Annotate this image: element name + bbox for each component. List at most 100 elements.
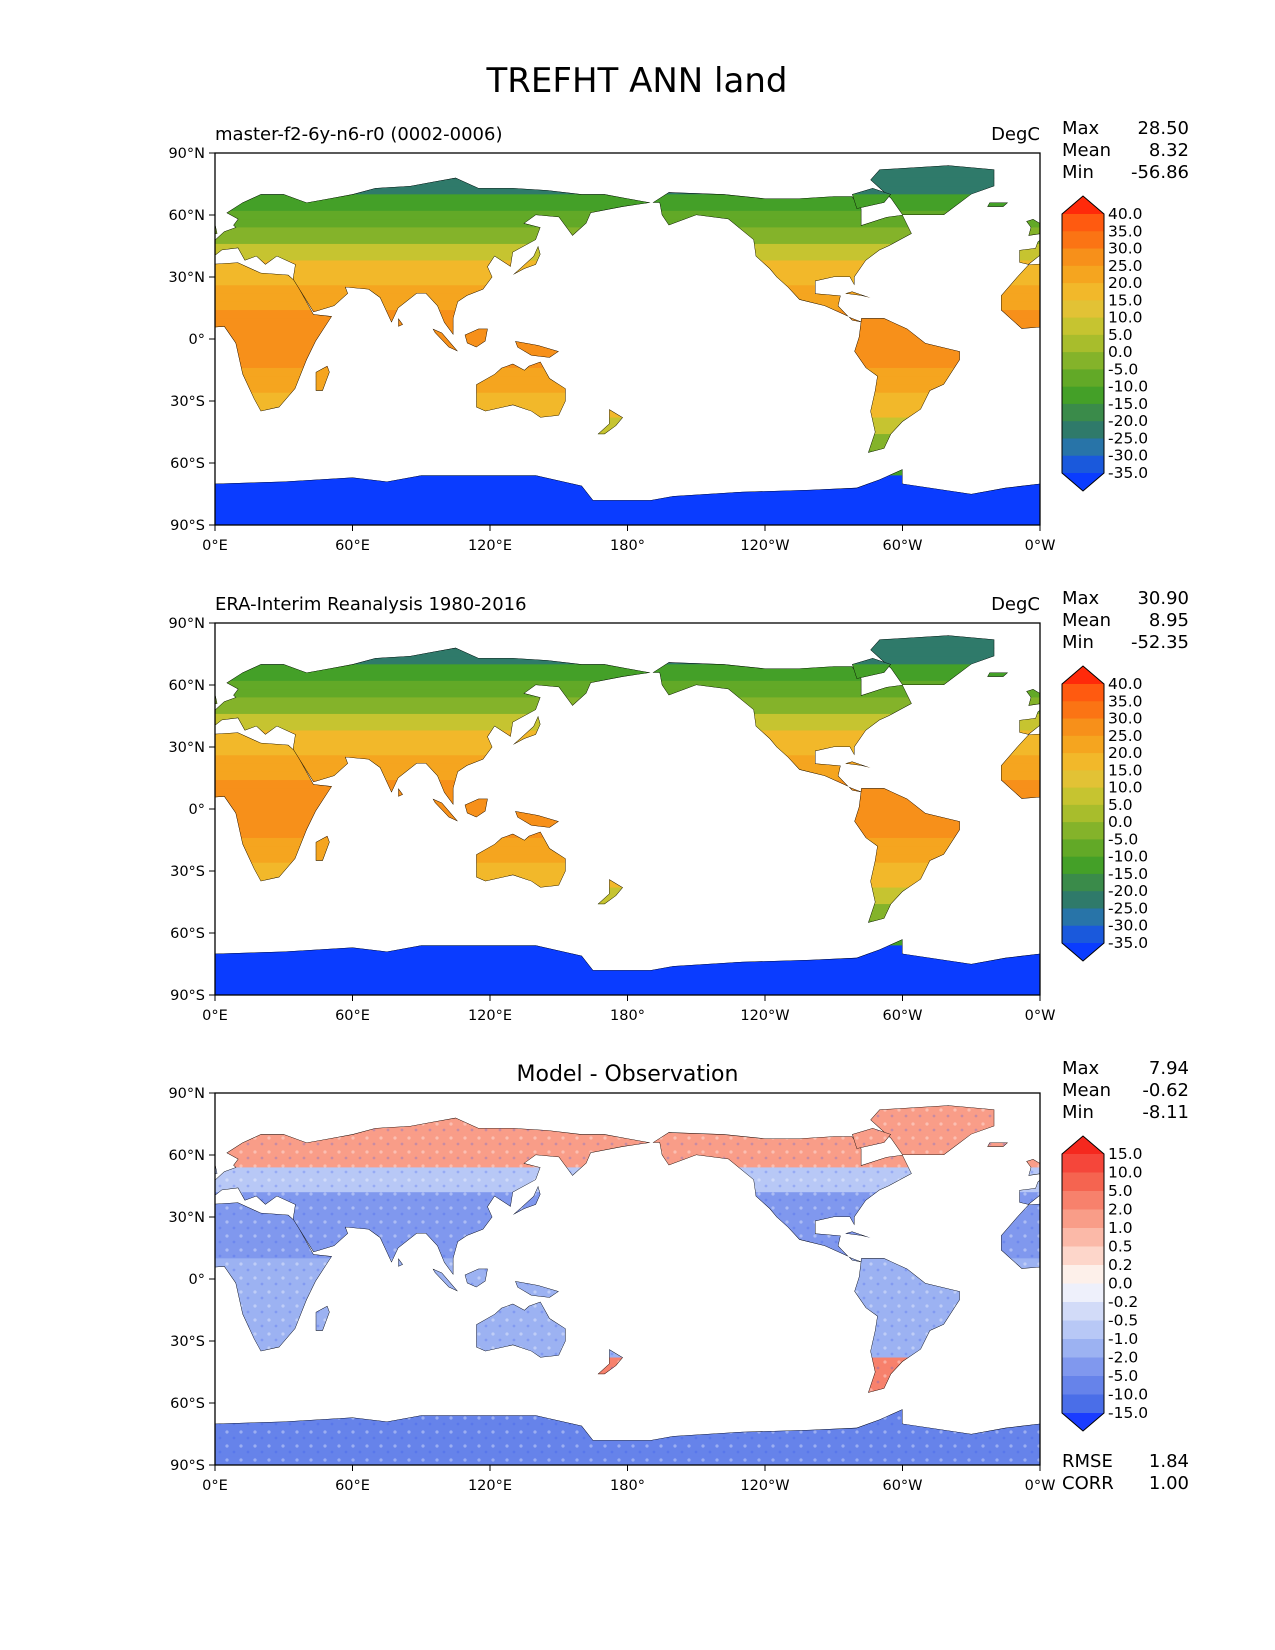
coastline xyxy=(1019,1117,1040,1275)
colorbar-bin xyxy=(1062,1339,1104,1358)
land-britain xyxy=(1026,1159,1040,1176)
coastline xyxy=(464,1268,488,1288)
coastline xyxy=(464,328,488,348)
colorbar-bin xyxy=(1062,908,1104,927)
colorbar-bin xyxy=(1062,455,1104,474)
y-tick-label: 90°S xyxy=(170,988,205,1004)
stat-value-rmse: 1.84 xyxy=(1149,1451,1189,1472)
coastline xyxy=(987,1142,1008,1147)
stat-value-min: -56.86 xyxy=(1131,162,1189,183)
x-tick-label: 0°E xyxy=(202,538,228,554)
stat-label-mean: Mean xyxy=(1062,610,1111,631)
colorbar-tick-label: 0.2 xyxy=(1108,1256,1133,1274)
x-tick-label: 120°E xyxy=(468,1478,512,1494)
stat-label-max: Max xyxy=(1062,118,1100,139)
colorbar-outline xyxy=(1061,665,1105,962)
colorbar-bin xyxy=(1062,1228,1104,1247)
coastline xyxy=(1026,689,1040,706)
colorbar-bin xyxy=(1062,822,1104,840)
coastline xyxy=(215,177,651,335)
stat-value-max: 28.50 xyxy=(1137,118,1189,139)
colorbar-bin xyxy=(1062,701,1104,720)
coastline xyxy=(870,165,995,215)
colorbar-bin xyxy=(1062,1283,1104,1303)
colorbar-bin xyxy=(1062,403,1104,422)
colorbar-tick-label: -35.0 xyxy=(1108,464,1148,482)
y-tick-label: 30°S xyxy=(170,394,205,410)
coastline xyxy=(515,811,559,828)
x-tick-label: 60°W xyxy=(882,1478,922,1494)
colorbar-tick-label: -35.0 xyxy=(1108,934,1148,952)
land-borneo xyxy=(464,328,488,348)
panel-left-title: master-f2-6y-n6-r0 (0002-0006) xyxy=(215,124,502,145)
map-panel-3: 0°E 60°E 120°E 180° 120°W 60°W 0°W 90°N 60°N 30°N… xyxy=(168,1058,1189,1494)
colorbar-extend-top xyxy=(1062,196,1104,214)
map-panel-2: 0°E 60°E 120°E 180° 120°W 60°W 0°W 90°N 60°N 30°N… xyxy=(168,588,1189,1024)
y-tick-label: 0° xyxy=(189,332,205,348)
colorbar-bin xyxy=(1062,317,1104,336)
x-tick-label: 0°E xyxy=(202,1478,228,1494)
colorbar-bin xyxy=(1062,839,1104,858)
colorbar-bin xyxy=(1062,1191,1104,1210)
colorbar-bin xyxy=(1062,1172,1104,1192)
y-tick-label: 60°S xyxy=(170,926,205,942)
coastline xyxy=(464,798,488,818)
colorbar: 40.035.030.025.020.015.010.05.00.0-5.0-1… xyxy=(1061,665,1148,962)
colorbar-tick-label: 15.0 xyxy=(1108,761,1143,779)
colorbar-tick-label: 15.0 xyxy=(1108,291,1143,309)
colorbar-extend-top xyxy=(1062,1136,1104,1154)
colorbar-tick-label: 5.0 xyxy=(1108,1182,1133,1200)
figure-title: TREFHT ANN land xyxy=(486,61,788,101)
stat-value-mean: -0.62 xyxy=(1142,1080,1189,1101)
stat-label-rmse: RMSE xyxy=(1062,1451,1113,1472)
colorbar-tick-label: 35.0 xyxy=(1108,692,1143,710)
x-tick-label: 60°W xyxy=(882,1008,922,1024)
colorbar-outline xyxy=(1061,1135,1105,1432)
colorbar-tick-label: 1.0 xyxy=(1108,1219,1133,1237)
panel-units: DegC xyxy=(991,594,1040,615)
coastline xyxy=(1026,219,1040,236)
colorbar-bin xyxy=(1062,925,1104,944)
panel-center-title: Model - Observation xyxy=(517,1062,739,1087)
colorbar-tick-label: 25.0 xyxy=(1108,727,1143,745)
colorbar-tick-label: 10.0 xyxy=(1108,309,1143,327)
colorbar-bin xyxy=(1062,891,1104,909)
colorbar-tick-label: -5.0 xyxy=(1108,360,1138,378)
colorbar-bin xyxy=(1062,1246,1104,1266)
stat-value-min: -8.11 xyxy=(1142,1102,1189,1123)
y-tick-label: 90°N xyxy=(168,1086,205,1102)
coastline xyxy=(597,1349,623,1375)
panel-left-title: ERA-Interim Reanalysis 1980-2016 xyxy=(215,594,527,615)
coastline xyxy=(215,939,1040,995)
colorbar-tick-label: 25.0 xyxy=(1108,257,1143,275)
land-greenland xyxy=(870,635,995,685)
x-tick-label: 180° xyxy=(610,1008,645,1024)
colorbar-tick-label: -0.2 xyxy=(1108,1293,1138,1311)
coastline xyxy=(515,1281,559,1298)
colorbar-extend-bottom xyxy=(1062,943,1104,961)
colorbar-bin xyxy=(1062,1302,1104,1321)
x-tick-label: 0°W xyxy=(1025,1478,1056,1494)
x-tick-label: 120°E xyxy=(468,1008,512,1024)
colorbar-bin xyxy=(1062,1357,1104,1377)
y-tick-label: 30°N xyxy=(168,270,205,286)
colorbar-tick-label: 0.0 xyxy=(1108,813,1133,831)
colorbar-bin xyxy=(1062,300,1104,319)
land-iceland xyxy=(987,1142,1008,1147)
colorbar-bin xyxy=(1062,214,1104,232)
colorbar-bin xyxy=(1062,804,1104,823)
x-tick-label: 60°E xyxy=(335,1008,370,1024)
x-tick-label: 0°W xyxy=(1025,1008,1056,1024)
colorbar-tick-label: -5.0 xyxy=(1108,830,1138,848)
stat-value-mean: 8.32 xyxy=(1149,140,1189,161)
colorbar-bin xyxy=(1062,283,1104,301)
y-tick-label: 90°S xyxy=(170,1458,205,1474)
colorbar-bin xyxy=(1062,856,1104,875)
stat-label-mean: Mean xyxy=(1062,140,1111,161)
colorbar-bin xyxy=(1062,1320,1104,1340)
y-tick-label: 30°S xyxy=(170,864,205,880)
y-tick-label: 0° xyxy=(189,802,205,818)
colorbar-tick-label: -20.0 xyxy=(1108,882,1148,900)
stat-label-min: Min xyxy=(1062,632,1094,653)
